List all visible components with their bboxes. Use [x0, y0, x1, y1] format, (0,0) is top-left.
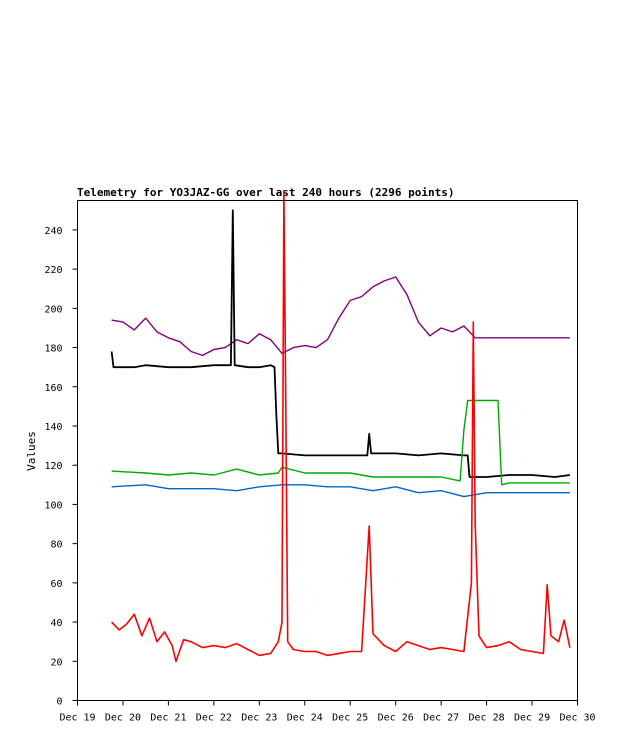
y-tick-label: 80 — [50, 540, 62, 551]
plot-frame — [77, 200, 578, 701]
series-line-5 — [111, 189, 571, 663]
y-tick-label: 0 — [56, 697, 62, 708]
x-tick-label: Dec 30 — [559, 713, 595, 724]
x-tick-label: Dec 24 — [287, 713, 323, 724]
y-tick-label: 60 — [50, 579, 62, 590]
x-tick-label: Dec 23 — [241, 713, 277, 724]
chart-title: Telemetry for YO3JAZ-GG over last 240 ho… — [77, 186, 455, 199]
x-tick-label: Dec 22 — [196, 713, 232, 724]
series-line-4 — [111, 484, 570, 498]
x-tick-label: Dec 27 — [423, 713, 459, 724]
y-tick-label: 20 — [50, 657, 62, 668]
x-axis: Dec 19 Dec 20 Dec 21 Dec 22 Dec 23 Dec 24 Dec … — [59, 700, 596, 724]
y-tick-label: 140 — [44, 422, 62, 433]
y-tick-label: 160 — [44, 383, 62, 394]
x-tick-label: Dec 29 — [514, 713, 550, 724]
y-axis: 0 20 40 60 80 100 120 140 160 180 200 220 240 — [44, 226, 78, 708]
y-tick-label: 220 — [44, 265, 62, 276]
x-tick-label: Dec 20 — [105, 713, 141, 724]
x-tick-label: Dec 19 — [59, 713, 95, 724]
series-line-1 — [111, 276, 570, 357]
y-tick-label: 100 — [44, 500, 62, 511]
y-axis-label: Values — [25, 431, 38, 471]
series-line-3 — [111, 399, 570, 486]
x-tick-label: Dec 21 — [150, 713, 186, 724]
x-tick-label: Dec 25 — [332, 713, 368, 724]
series-layer — [110, 189, 571, 663]
y-tick-label: 240 — [44, 226, 62, 237]
x-tick-label: Dec 28 — [469, 713, 505, 724]
y-tick-label: 200 — [44, 304, 62, 315]
x-tick-label: Dec 26 — [378, 713, 414, 724]
y-tick-label: 180 — [44, 344, 62, 355]
series-line-2 — [110, 209, 571, 478]
y-tick-label: 120 — [44, 461, 62, 472]
y-tick-label: 40 — [50, 618, 62, 629]
